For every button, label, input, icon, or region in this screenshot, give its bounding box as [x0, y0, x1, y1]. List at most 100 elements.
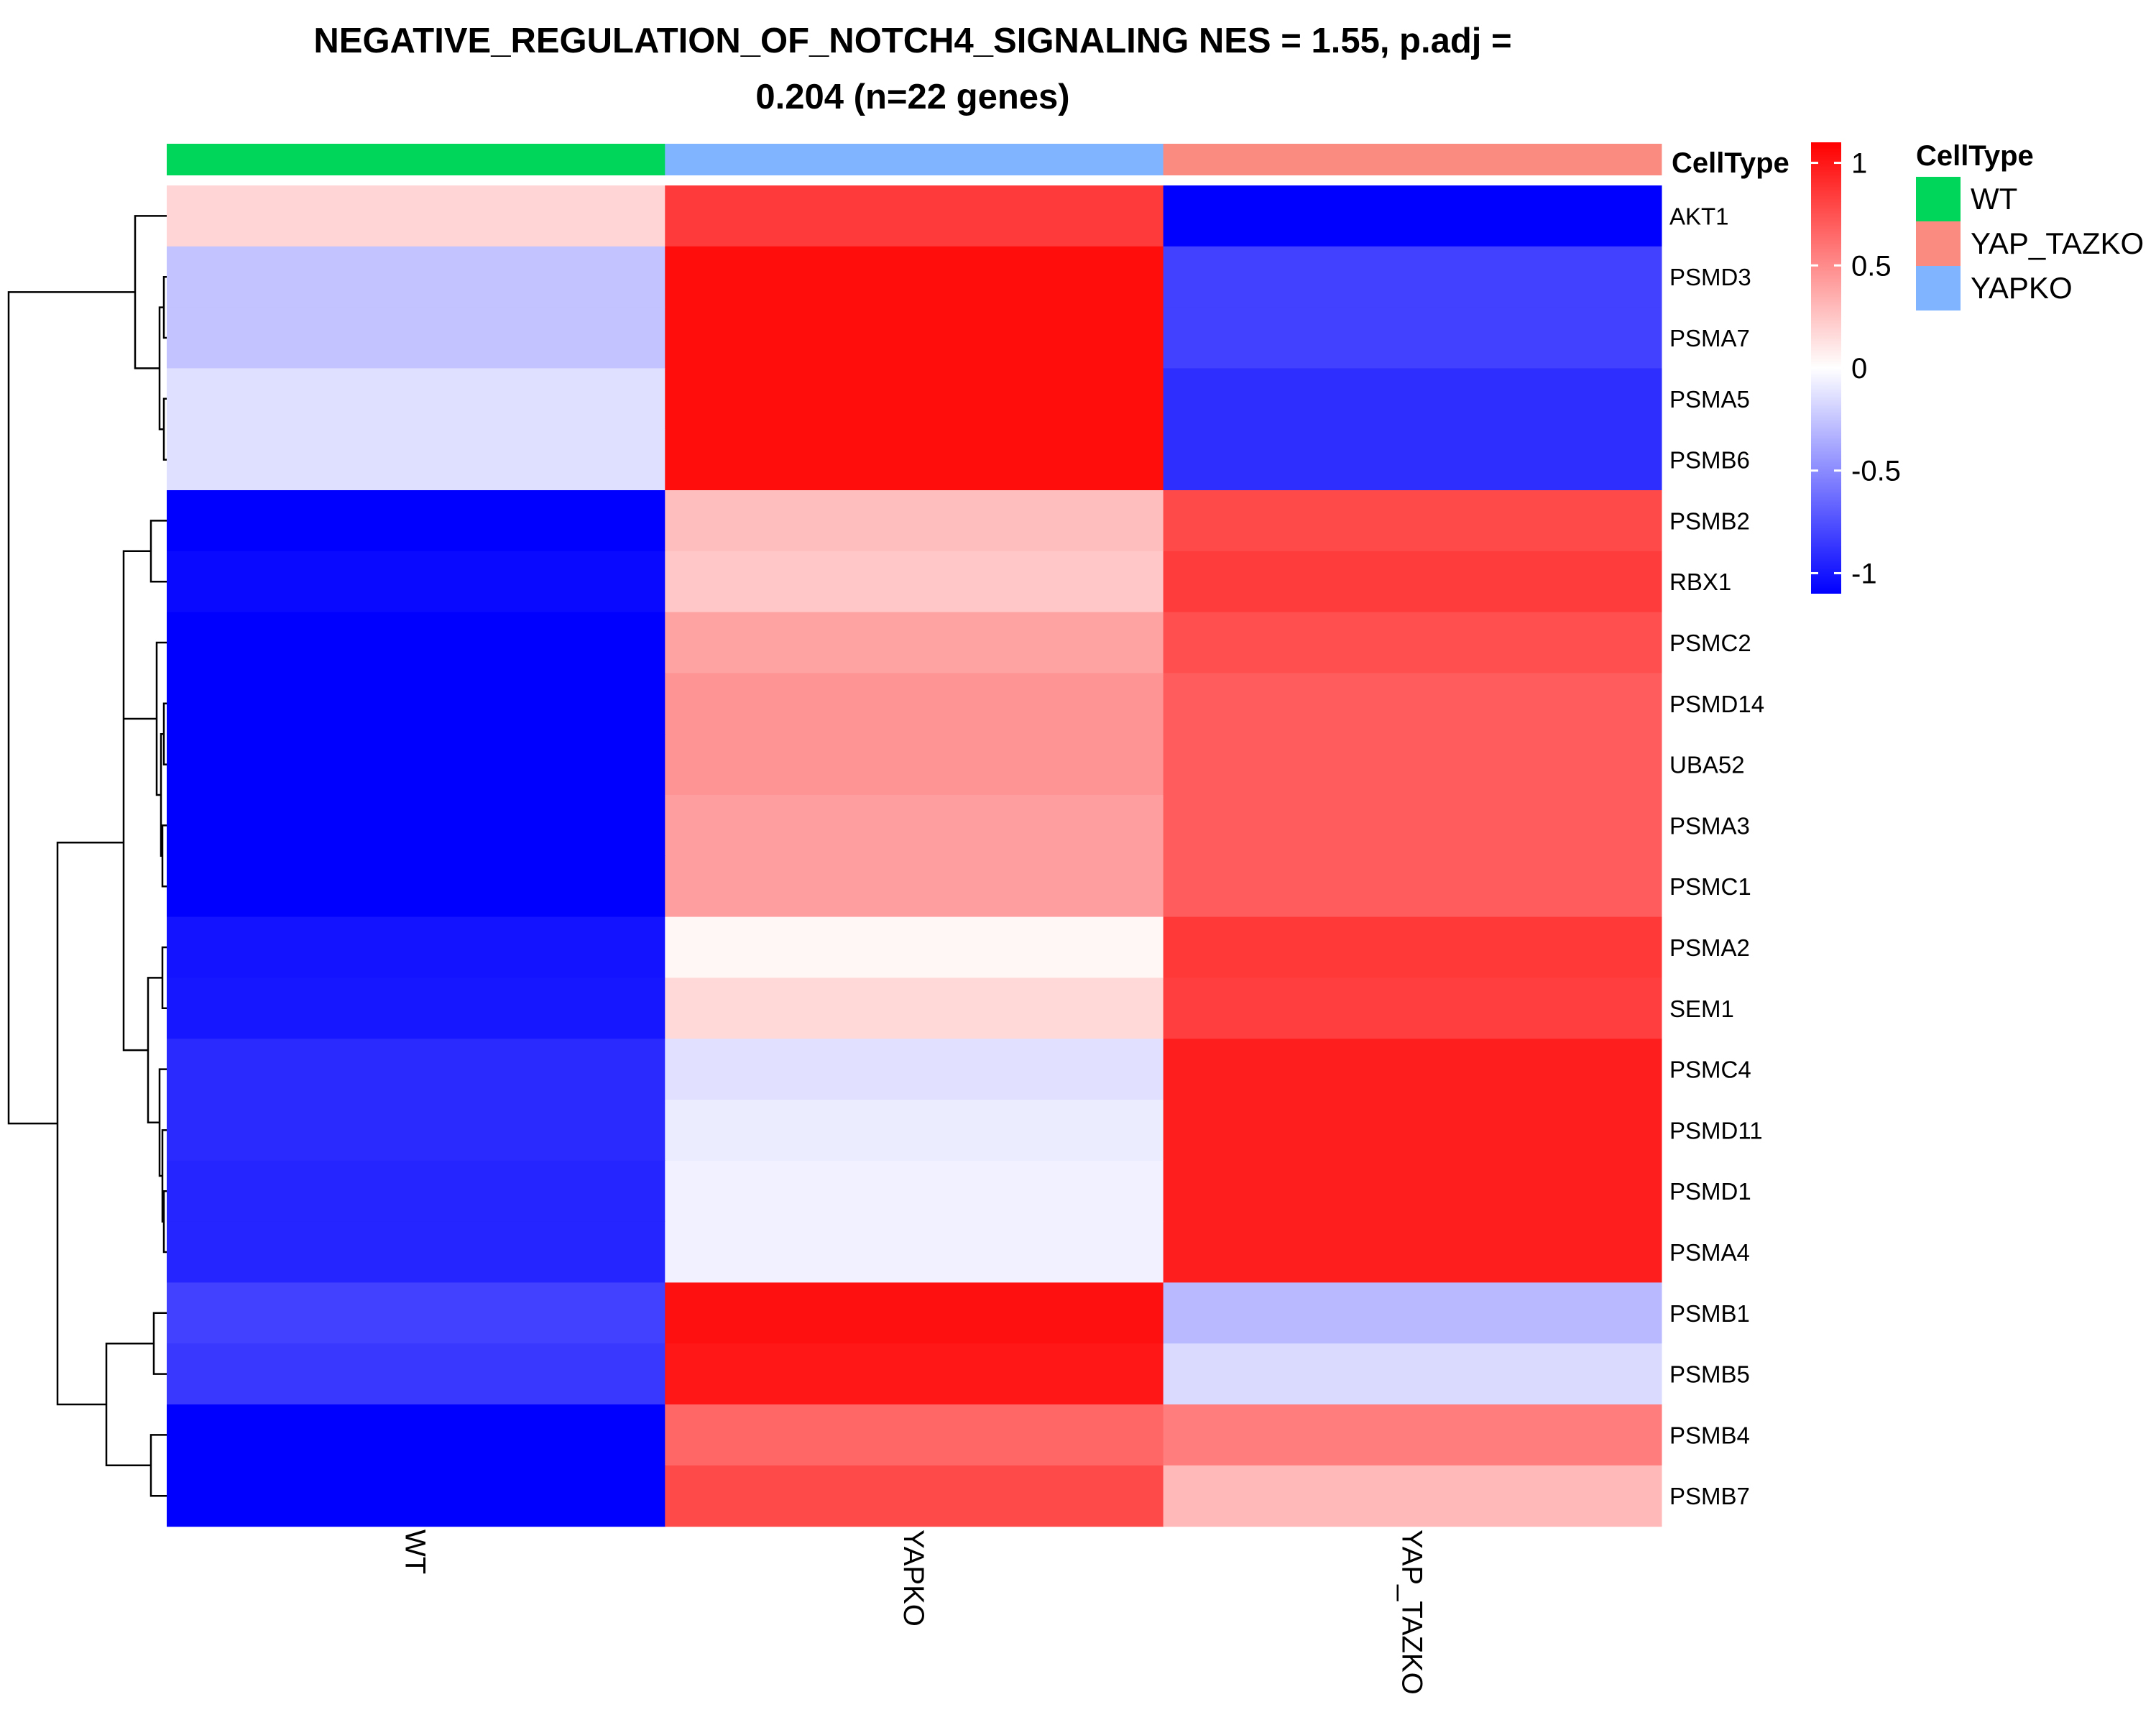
color-scale-tick-label: 0.5 — [1851, 250, 1892, 282]
heatmap-cell — [1163, 1039, 1662, 1100]
heatmap-cell — [665, 1282, 1164, 1344]
heatmap-cell — [665, 1465, 1164, 1527]
heatmap-cell — [665, 551, 1164, 613]
celltype-legend-swatch — [1916, 266, 1961, 310]
celltype-legend-label: YAP_TAZKO — [1971, 226, 2144, 260]
heatmap-cell — [167, 490, 665, 552]
heatmap-cell — [167, 551, 665, 613]
heatmap-cell — [167, 1221, 665, 1283]
heatmap-cell — [167, 916, 665, 978]
celltype-legend-label: WT — [1971, 182, 2017, 216]
heatmap-cell — [167, 1465, 665, 1527]
heatmap-cell — [1163, 368, 1662, 430]
heatmap-cell — [1163, 1221, 1662, 1283]
heatmap-cell — [665, 734, 1164, 796]
heatmap-cell — [167, 185, 665, 247]
heatmap-cell — [167, 307, 665, 369]
heatmap-cell — [665, 916, 1164, 978]
heatmap-cell — [167, 1343, 665, 1405]
row-label: PSMC4 — [1669, 1057, 1751, 1083]
annotation-cell-wt — [167, 144, 665, 175]
heatmap-cell — [1163, 1404, 1662, 1466]
heatmap-cell — [167, 855, 665, 918]
column-labels: WT YAPKO YAP_TAZKO — [400, 1530, 1428, 1695]
heatmap-cell — [665, 795, 1164, 857]
row-label: PSMC2 — [1669, 630, 1751, 656]
row-labels: AKT1 PSMD3 PSMA7 PSMA5 PSMB6 PSMB2 RBX1 PSMC2 PS… — [1669, 203, 1764, 1509]
heatmap-cell — [167, 795, 665, 857]
row-label: PSMB7 — [1669, 1483, 1750, 1509]
celltype-legend: CellType WT YAP_TAZKO YAPKO — [1916, 140, 2144, 310]
row-label: PSMA5 — [1669, 386, 1750, 413]
column-annotation-bar — [167, 144, 1662, 175]
row-label: PSMD14 — [1669, 691, 1764, 717]
chart-title: NEGATIVE_REGULATION_OF_NOTCH4_SIGNALING … — [167, 13, 1659, 125]
heatmap-cell — [665, 429, 1164, 491]
heatmap-cell — [665, 368, 1164, 430]
color-scale-tick-label: 1 — [1851, 148, 1867, 180]
heatmap-cell — [665, 1100, 1164, 1162]
celltype-legend-title: CellType — [1916, 140, 2034, 172]
heatmap-cell — [1163, 1343, 1662, 1405]
color-scale-tick-label: 0 — [1851, 353, 1867, 385]
heatmap-cell — [1163, 490, 1662, 552]
row-label: RBX1 — [1669, 569, 1731, 595]
heatmap-cell — [665, 978, 1164, 1039]
heatmap-cell — [167, 368, 665, 430]
celltype-legend-label: YAPKO — [1971, 271, 2073, 305]
column-label: YAPKO — [898, 1530, 929, 1627]
row-label: PSMB5 — [1669, 1361, 1750, 1388]
heatmap-cell — [665, 1160, 1164, 1223]
heatmap-cell — [167, 978, 665, 1039]
heatmap-cell — [665, 1404, 1164, 1466]
heatmap-cell — [1163, 185, 1662, 247]
row-label: PSMC1 — [1669, 873, 1751, 900]
heatmap-cell — [1163, 1465, 1662, 1527]
heatmap-cell — [665, 246, 1164, 308]
heatmap-cell — [1163, 1282, 1662, 1344]
heatmap-cell — [665, 1039, 1164, 1100]
row-label: PSMB2 — [1669, 507, 1750, 534]
heatmap-cell — [1163, 246, 1662, 308]
heatmap-cell — [665, 490, 1164, 552]
color-scale-tick-label: -0.5 — [1851, 456, 1901, 487]
chart-title-line-1: NEGATIVE_REGULATION_OF_NOTCH4_SIGNALING … — [313, 22, 1512, 60]
heatmap-cell — [167, 1404, 665, 1466]
annotation-cell-yapko — [665, 144, 1164, 175]
heatmap-cell — [1163, 429, 1662, 491]
row-label: PSMD1 — [1669, 1178, 1751, 1205]
row-label: PSMA4 — [1669, 1239, 1750, 1266]
row-label: PSMB4 — [1669, 1422, 1750, 1448]
heatmap-cell — [1163, 1100, 1662, 1162]
row-label: UBA52 — [1669, 752, 1745, 778]
chart-title-line-2: 0.204 (n=22 genes) — [755, 78, 1070, 116]
heatmap-cell — [167, 429, 665, 491]
heatmap-cell — [1163, 1160, 1662, 1223]
heatmap-cell — [1163, 795, 1662, 857]
heatmap-cell — [167, 1160, 665, 1223]
heatmap-cell — [167, 1100, 665, 1162]
heatmap-cell — [1163, 673, 1662, 735]
row-label: AKT1 — [1669, 203, 1729, 229]
heatmap-cell — [167, 734, 665, 796]
row-label: PSMB6 — [1669, 447, 1750, 474]
heatmap-cell — [1163, 978, 1662, 1039]
heatmap-cell — [167, 246, 665, 308]
annotation-cell-yap-tazko — [1163, 144, 1662, 175]
heatmap-cell — [1163, 551, 1662, 613]
row-label: PSMA3 — [1669, 812, 1750, 839]
row-label: PSMA2 — [1669, 934, 1750, 961]
heatmap-cell — [665, 673, 1164, 735]
celltype-legend-swatch — [1916, 177, 1961, 221]
heatmap-cell — [167, 1039, 665, 1100]
heatmap-cell — [665, 307, 1164, 369]
row-label: PSMD11 — [1669, 1117, 1763, 1144]
row-label: SEM1 — [1669, 995, 1734, 1022]
row-dendrogram — [7, 215, 167, 1497]
column-label: YAP_TAZKO — [1396, 1530, 1427, 1695]
row-label: PSMB1 — [1669, 1300, 1750, 1327]
heatmap-cell — [665, 185, 1164, 247]
heatmap-cell — [1163, 307, 1662, 369]
heatmap-cell — [665, 855, 1164, 918]
